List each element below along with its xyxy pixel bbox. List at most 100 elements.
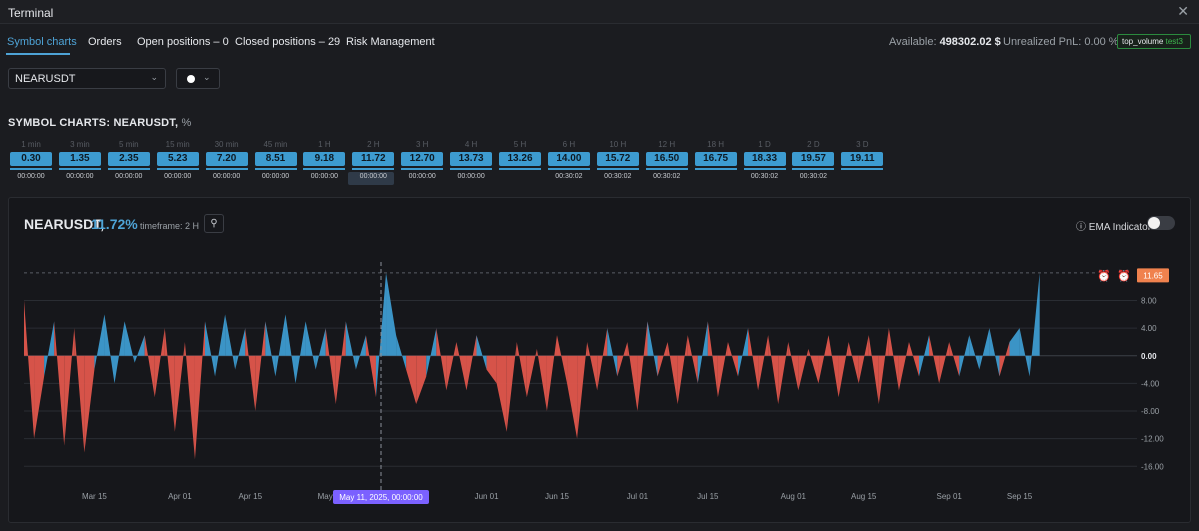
timeframe-card-6h[interactable]: 6 H 14.00 00:30:02 [544, 140, 594, 186]
area-segment [406, 355, 417, 405]
timeframe-label: 15 min [165, 140, 190, 149]
timeframe-bar [58, 168, 101, 170]
timeframe-label: 2 D [807, 140, 820, 149]
available-label: Available: [889, 36, 937, 48]
area-segment [134, 335, 145, 363]
chart-symbol: NEARUSDT, [24, 216, 105, 232]
timeframe-value: 0.30 [10, 152, 52, 166]
area-segment [768, 335, 779, 405]
area-segment [1029, 272, 1040, 377]
tab-orders[interactable]: Orders [88, 36, 122, 48]
timeframe-label: 3 H [415, 140, 429, 149]
timeframe-label: 2 H [367, 140, 380, 149]
timeframe-card-2d[interactable]: 2 D 19.57 00:30:02 [788, 140, 838, 186]
timeframe-card-4h[interactable]: 4 H 13.73 00:00:00 [446, 140, 496, 186]
timeframe-card-3h[interactable]: 3 H 12.70 00:00:00 [397, 140, 447, 186]
tab-closed-positions[interactable]: Closed positions – 29 [235, 36, 341, 48]
area-segment [436, 328, 447, 391]
area-segment [245, 328, 256, 412]
timeframe-label: 45 min [263, 140, 288, 149]
timeframe-bar [107, 168, 150, 170]
timeframe-bar [156, 168, 199, 170]
area-segment [979, 328, 990, 370]
area-segment [345, 321, 356, 370]
timeframe-time: 00:00:00 [457, 173, 485, 180]
area-segment [64, 328, 75, 446]
x-tick-label: May 01 [318, 492, 345, 501]
color-select[interactable]: ⌄ [176, 68, 220, 89]
timeframe-time: 00:00:00 [408, 173, 436, 180]
close-icon[interactable]: ✕ [1177, 3, 1189, 19]
area-segment [215, 314, 226, 377]
available-value: 498302.02 $ [939, 36, 1001, 48]
area-segment [908, 341, 920, 377]
timeframe-bar [743, 168, 786, 170]
timeframe-card-3min[interactable]: 3 min 1.35 00:00:00 [55, 140, 105, 186]
area-segment [929, 335, 940, 384]
area-segment [798, 348, 809, 391]
tab-risk-management[interactable]: Risk Management [346, 36, 435, 48]
alarm-add-icon: ⏰ [1097, 268, 1111, 282]
timeframe-card-5min[interactable]: 5 min 2.35 00:00:00 [104, 140, 154, 186]
chevron-down-icon: ⌄ [150, 72, 158, 82]
y-tick-label: -4.00 [1141, 379, 1160, 388]
area-segment [556, 335, 568, 384]
area-segment [727, 341, 738, 377]
area-segment [878, 328, 889, 405]
timeframe-card-12h[interactable]: 12 H 16.50 00:30:02 [642, 140, 692, 186]
last-value-tag [1137, 268, 1169, 283]
area-segment [999, 341, 1010, 377]
strategy-badge[interactable]: top_volume test3 [1117, 34, 1191, 49]
timeframe-label: 30 min [214, 140, 239, 149]
area-segment [255, 321, 266, 412]
timeframe-card-2h[interactable]: 2 H 11.72 00:00:00 [348, 140, 398, 186]
area-segment [225, 314, 236, 370]
timeframe-card-1h[interactable]: 1 H 9.18 00:00:00 [299, 140, 349, 186]
badge-main: top_volume [1122, 37, 1164, 46]
timeframe-card-3d[interactable]: 3 D 19.11 [837, 140, 887, 186]
x-tick-label: Apr 15 [238, 492, 262, 501]
tab-symbol-charts[interactable]: Symbol charts [7, 36, 77, 48]
timeframe-label: 6 H [562, 140, 576, 149]
area-segment [637, 321, 648, 412]
timeframe-card-5h[interactable]: 5 H 13.26 [495, 140, 545, 186]
timeframe-bar [841, 168, 884, 170]
area-segment [285, 314, 296, 384]
area-segment [808, 348, 819, 384]
pin-icon[interactable]: ⚲ [204, 214, 224, 233]
timeframe-value: 12.70 [401, 152, 444, 166]
x-tick-label: Jul 15 [697, 492, 719, 501]
badge-sub: test3 [1165, 37, 1183, 46]
timeframe-card-18h[interactable]: 18 H 16.75 [691, 140, 741, 186]
symbol-select[interactable]: NEARUSDT ⌄ [8, 68, 166, 89]
area-segment [617, 341, 628, 377]
timeframe-value: 13.73 [450, 152, 493, 166]
ema-toggle[interactable] [1147, 216, 1175, 230]
timeframe-value: 13.26 [499, 152, 541, 166]
unrealized-pnl: Unrealized PnL: 0.00 % [1003, 36, 1119, 48]
area-segment [355, 335, 366, 370]
area-segment [44, 321, 55, 377]
crosshair-date-label: May 11, 2025, 00:00:00 [339, 493, 423, 502]
timeframe-card-45min[interactable]: 45 min 8.51 00:00:00 [251, 140, 301, 186]
area-segment [205, 321, 216, 377]
timeframe-card-1min[interactable]: 1 min 0.30 00:00:00 [6, 140, 56, 186]
x-tick-label: Sep 15 [1007, 492, 1033, 501]
timeframe-card-15min[interactable]: 15 min 5.23 00:00:00 [153, 140, 203, 186]
tab-open-positions[interactable]: Open positions – 0 [137, 36, 229, 48]
timeframe-card-1d[interactable]: 1 D 18.33 00:30:02 [740, 140, 790, 186]
area-segment [84, 355, 95, 453]
last-value-text: 11.65 [1143, 271, 1163, 280]
timeframe-card-10h[interactable]: 10 H 15.72 00:30:02 [593, 140, 643, 186]
timeframe-card-30min[interactable]: 30 min 7.20 00:00:00 [202, 140, 252, 186]
symbol-select-value: NEARUSDT [15, 73, 76, 85]
area-segment [486, 355, 497, 384]
section-title: SYMBOL CHARTS: NEARUSDT, % [8, 117, 192, 129]
area-segment [868, 335, 879, 405]
timeframe-time: 00:00:00 [212, 173, 241, 180]
timeframe-label: 3 D [856, 140, 869, 149]
crosshair-label-bg [333, 490, 429, 504]
toggle-knob [1148, 217, 1160, 229]
x-tick-label: Apr 01 [168, 492, 192, 501]
